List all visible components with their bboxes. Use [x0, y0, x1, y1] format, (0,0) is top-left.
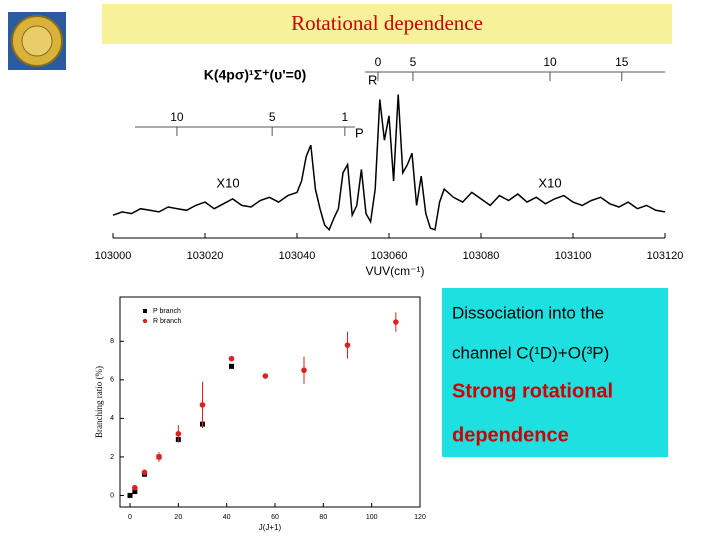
legend-swatch — [142, 318, 148, 324]
y-tick-label: 4 — [110, 415, 114, 422]
ratio-chart: 0 20 40 60 80 100 120 0 2 4 6 8 J(J+1) Branching rati… — [94, 296, 426, 532]
legend-label: R branch — [153, 318, 182, 325]
annotation: K(4pσ)¹Σ⁺(υ'=0) — [204, 67, 307, 83]
y-axis-label: Branching ratio (%) — [94, 366, 104, 438]
x-tick-label: 0 — [128, 514, 132, 521]
logo-inner — [21, 25, 53, 57]
x-axis-label: J(J+1) — [259, 523, 282, 532]
x-tick-label: 60 — [271, 514, 279, 521]
text-line: channel C(¹D)+O(³P) — [452, 343, 609, 362]
y-tick-label: 6 — [110, 377, 114, 384]
point — [393, 319, 399, 325]
x-tick-label: 103060 — [371, 250, 408, 262]
x-tick-label: 100 — [366, 514, 378, 521]
point — [175, 430, 182, 437]
y-tick-label: 8 — [110, 338, 114, 345]
x-tick-label: 103120 — [647, 250, 684, 262]
point — [229, 363, 234, 369]
branch-tick-label: 1 — [341, 110, 348, 124]
point — [199, 402, 206, 408]
point — [127, 492, 133, 498]
legend-label: P branch — [153, 308, 181, 315]
y-tick-label: 2 — [110, 454, 114, 461]
x-tick-label: 103040 — [279, 250, 316, 262]
text-highlight: Strong rotational — [452, 380, 613, 402]
x-tick-label: 120 — [414, 514, 426, 521]
point — [156, 454, 162, 460]
text-box-content: Dissociation into the channel C(¹D)+O(³P)… — [452, 303, 613, 446]
x-tick-label: 103020 — [187, 250, 224, 262]
plot-frame — [119, 296, 421, 508]
point — [132, 489, 138, 495]
text-line: Dissociation into the — [452, 303, 604, 322]
x-tick-label: 103100 — [555, 250, 592, 262]
branch-name: P — [355, 125, 364, 140]
point — [228, 355, 235, 362]
point — [301, 367, 307, 374]
legend-swatch — [143, 309, 147, 313]
title-box — [102, 4, 672, 44]
annotation: X10 — [538, 175, 561, 190]
branch-name: R — [368, 72, 377, 87]
x-tick-label: 80 — [319, 514, 327, 521]
branch-tick-label: 15 — [615, 55, 629, 69]
branch-tick-label: 10 — [170, 110, 184, 124]
y-tick-label: 0 — [110, 492, 114, 499]
point — [344, 342, 351, 348]
x-tick-label: 20 — [174, 514, 182, 521]
x-tick-label: 40 — [223, 514, 231, 521]
spectrum-chart: 103000 103020 103040 103060 103080 103100 1031… — [95, 55, 684, 278]
spectrum-line — [112, 94, 666, 232]
branch-tick-label: 10 — [543, 55, 557, 69]
logo — [8, 12, 66, 70]
branch-tick-label: 5 — [269, 110, 276, 124]
annotation: X10 — [216, 175, 239, 190]
x-tick-label: 103080 — [463, 250, 500, 262]
slide-title: Rotational dependence — [291, 11, 483, 35]
branch-tick-label: 0 — [375, 55, 382, 69]
x-tick-label: 103000 — [95, 250, 132, 262]
text-box — [442, 288, 668, 457]
x-axis-label: VUV(cm⁻¹) — [366, 264, 425, 278]
branch-tick-label: 5 — [410, 55, 417, 69]
point — [132, 484, 138, 491]
text-highlight: dependence — [452, 424, 569, 446]
point — [262, 373, 269, 379]
point — [141, 469, 148, 476]
